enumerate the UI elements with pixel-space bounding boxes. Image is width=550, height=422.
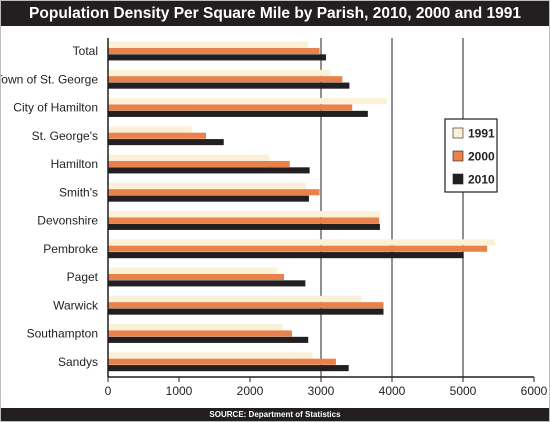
bar: [108, 139, 224, 146]
category-label: Pembroke: [43, 242, 98, 256]
bar: [108, 189, 320, 196]
bar: [108, 76, 343, 83]
category-label: Town of St. George: [1, 72, 98, 86]
category-label: Total: [73, 44, 98, 58]
bar: [108, 160, 290, 168]
bar: [108, 267, 277, 274]
category-label: Devonshire: [37, 214, 98, 228]
bar: [108, 252, 464, 259]
x-tick-label: 4000: [379, 384, 406, 398]
x-tick-label: 1000: [166, 384, 193, 398]
x-tick-label: 0: [105, 384, 112, 398]
bar: [108, 47, 320, 55]
bar: [108, 302, 384, 309]
category-label: Paget: [67, 270, 99, 284]
category-label: City of Hamilton: [13, 101, 98, 115]
bar: [108, 195, 309, 202]
bar-chart: Total Town of St. George City of Hamilton S…: [1, 38, 548, 398]
bar: [108, 330, 292, 337]
bar: [108, 82, 350, 89]
category-label: Warwick: [53, 298, 99, 312]
bar: [108, 154, 270, 161]
bar: [108, 104, 353, 111]
bar: [108, 126, 192, 133]
legend-swatch: [452, 173, 464, 185]
bar: [108, 41, 309, 48]
legend-label: 1991: [468, 127, 495, 141]
bar: [108, 217, 380, 224]
category-label: Southampton: [27, 327, 98, 341]
legend-swatch: [452, 127, 464, 139]
bar: [108, 69, 331, 76]
bar: [108, 308, 384, 315]
bar: [108, 211, 380, 218]
source-note: SOURCE: Department of Statistics: [1, 408, 549, 421]
bar: [108, 110, 368, 117]
bar: [108, 273, 285, 281]
bar: [108, 358, 336, 365]
bar: [108, 365, 349, 372]
category-label: St. George's: [32, 129, 98, 143]
chart-title: Population Density Per Square Mile by Pa…: [1, 1, 549, 26]
bar: [108, 223, 380, 230]
x-tick-label: 5000: [450, 384, 477, 398]
bar: [108, 167, 310, 174]
category-label: Sandys: [58, 355, 98, 369]
legend-label: 2010: [468, 173, 495, 187]
legend-swatch: [452, 150, 464, 162]
bar: [108, 98, 388, 105]
legend-label: 2000: [468, 150, 495, 164]
bar: [108, 324, 283, 331]
category-label: Hamilton: [51, 157, 98, 171]
bar: [108, 182, 307, 189]
x-tick-label: 6000: [521, 384, 548, 398]
category-label: Smith's: [59, 185, 98, 199]
bar: [108, 352, 313, 359]
x-tick-label: 3000: [308, 384, 335, 398]
bar: [108, 295, 362, 302]
bar: [108, 239, 495, 246]
bar: [108, 132, 206, 139]
bar: [108, 280, 306, 287]
bar: [108, 336, 309, 343]
x-tick-label: 2000: [237, 384, 264, 398]
bar: [108, 54, 326, 61]
bar: [108, 245, 488, 252]
